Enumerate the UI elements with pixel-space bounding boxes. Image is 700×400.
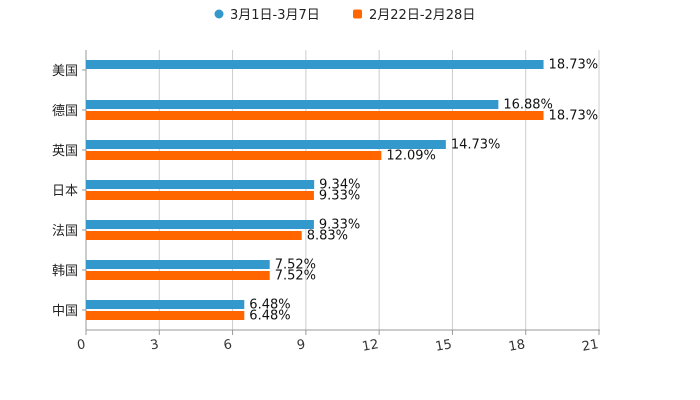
category-label: 法国 — [52, 224, 78, 239]
data-label: 16.88% — [503, 98, 553, 113]
data-label: 6.48% — [249, 298, 290, 313]
data-label: 18.73% — [549, 58, 599, 73]
bar-series-2 — [86, 311, 245, 320]
category-label: 英国 — [52, 144, 78, 159]
bar-series-1 — [86, 180, 315, 189]
data-label: 9.33% — [319, 218, 360, 233]
data-label: 14.73% — [451, 138, 501, 153]
legend-label-series-2[interactable]: 2月22日-2月28日 — [369, 8, 475, 23]
x-tick-label: 0 — [76, 337, 87, 353]
data-label: 12.09% — [386, 149, 436, 164]
bar-series-1 — [86, 60, 544, 69]
x-tick-label: 12 — [361, 337, 380, 355]
x-tick-label: 18 — [508, 337, 527, 355]
x-tick-label: 3 — [149, 337, 160, 353]
bar-series-1 — [86, 260, 270, 269]
category-label: 日本 — [52, 184, 78, 199]
legend-marker-series-1[interactable] — [214, 9, 224, 19]
category-label: 韩国 — [52, 264, 78, 279]
data-label: 9.33% — [319, 189, 360, 204]
data-label: 7.52% — [275, 269, 316, 284]
category-label: 中国 — [52, 304, 78, 319]
legend-label-series-1[interactable]: 3月1日-3月7日 — [230, 8, 320, 23]
data-label: 8.83% — [307, 229, 348, 244]
x-tick-label: 9 — [296, 337, 307, 353]
data-label: 7.52% — [275, 258, 316, 273]
bar-series-1 — [86, 100, 499, 109]
x-tick-label: 21 — [581, 337, 600, 355]
data-label: 18.73% — [549, 109, 599, 124]
bar-series-2 — [86, 111, 544, 120]
data-label: 6.48% — [249, 309, 290, 324]
bar-series-1 — [86, 140, 446, 149]
category-label: 美国 — [52, 64, 78, 79]
bar-series-2 — [86, 151, 382, 160]
bar-series-1 — [86, 300, 245, 309]
bar-series-2 — [86, 191, 314, 200]
x-tick-label: 6 — [223, 337, 234, 353]
bar-series-1 — [86, 220, 314, 229]
bar-series-2 — [86, 231, 302, 240]
category-label: 德国 — [52, 104, 78, 119]
bar-series-2 — [86, 271, 270, 280]
x-tick-label: 15 — [434, 337, 453, 355]
legend-marker-series-2[interactable] — [353, 9, 362, 19]
data-label: 9.34% — [319, 178, 360, 193]
